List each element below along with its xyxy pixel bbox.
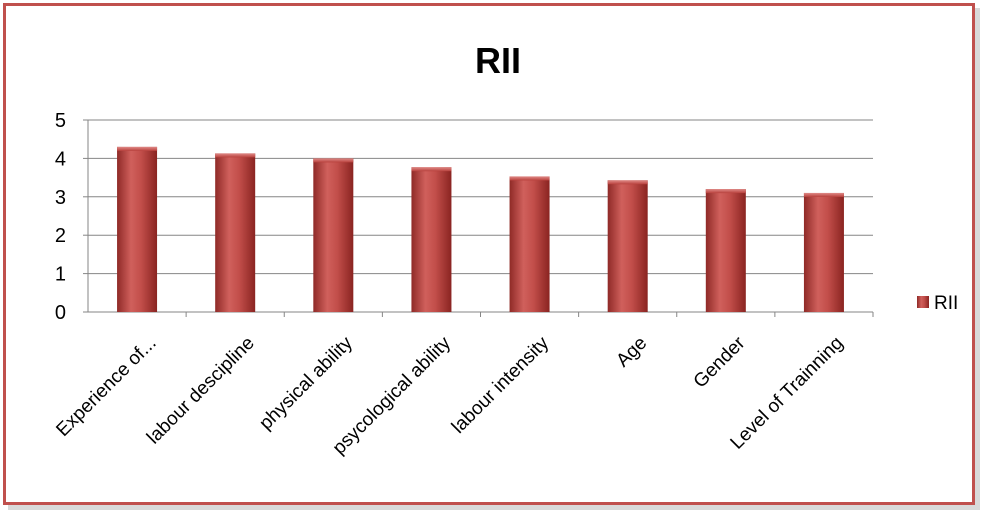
y-tick-label: 0 [55, 302, 66, 324]
bar [607, 180, 648, 312]
bar [411, 167, 452, 312]
legend: RII [917, 293, 958, 314]
x-tick-label: Age [612, 333, 651, 372]
bars [117, 146, 844, 312]
chart-title: RII [475, 40, 521, 81]
x-tick-label: labour intensity [448, 332, 554, 438]
bar [117, 146, 158, 312]
bar [803, 192, 844, 312]
y-tick-label: 5 [55, 110, 66, 132]
bar-body [411, 167, 452, 312]
legend-label: RII [934, 293, 958, 314]
gridlines [83, 119, 874, 317]
bar-top [705, 189, 746, 194]
bar [313, 158, 354, 312]
bar-top [313, 158, 354, 163]
bar-body [313, 158, 354, 312]
y-tick-label: 3 [55, 187, 66, 209]
y-tick-label: 4 [55, 148, 66, 170]
bar-top [411, 167, 452, 172]
bar-body [215, 153, 256, 312]
bar-body [705, 189, 746, 312]
x-tick-label: physical ability [255, 332, 357, 434]
x-tick-label: Gender [690, 332, 750, 392]
x-tick-label: Experience of... [52, 333, 160, 441]
bar [705, 189, 746, 312]
bar-body [117, 146, 158, 312]
y-tick-label: 2 [55, 225, 66, 247]
y-tick-label: 1 [55, 264, 66, 286]
bar-top [607, 180, 648, 185]
bar-body [803, 192, 844, 312]
bar-body [509, 176, 550, 312]
bar-top [117, 146, 158, 151]
y-axis-ticks: 0 1 2 3 4 5 [55, 110, 66, 324]
x-axis-labels: Experience of...labour desciplinephysica… [52, 332, 847, 459]
bar-top [509, 176, 550, 181]
bar-top [803, 192, 844, 197]
bar [509, 176, 550, 312]
bar [215, 153, 256, 312]
legend-swatch [917, 296, 929, 308]
x-tick-label: labour descipline [143, 333, 259, 449]
bar-body [607, 180, 648, 312]
bar-top [215, 153, 256, 158]
